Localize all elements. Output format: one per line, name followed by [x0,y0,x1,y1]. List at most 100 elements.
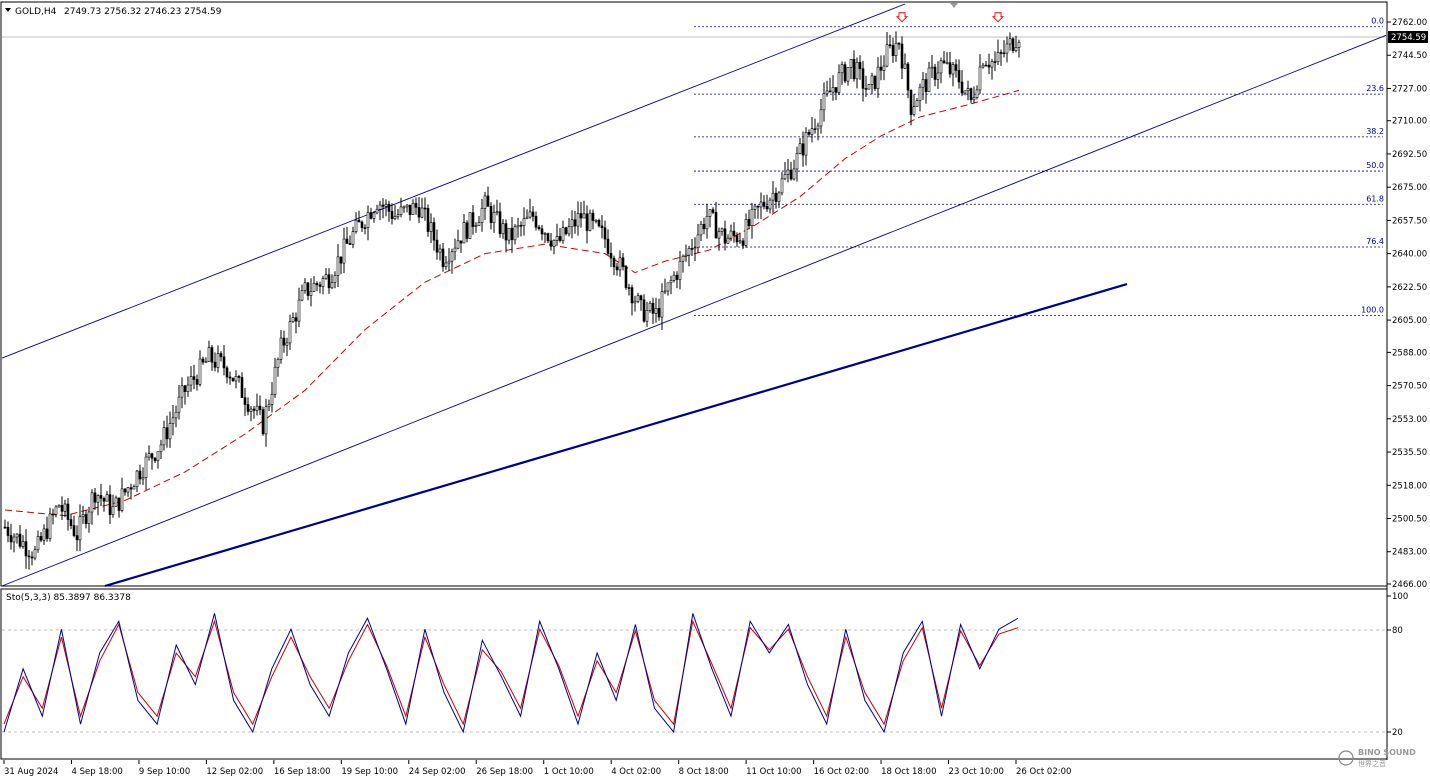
time-tick-label: 8 Oct 18:00 [679,767,729,777]
candle-body [501,223,505,235]
candle-body [957,70,961,83]
fib-level-label: 61.8 [1366,194,1384,203]
candle-body [6,526,10,536]
candle-body [444,262,448,268]
time-axis: 31 Aug 2024 4 Sep 18:00 9 Sep 10:00 12 Sep … [3,760,1071,777]
candle-body [720,228,724,232]
candle-body [888,44,892,47]
candle-body [408,204,412,215]
scroll-marker-icon[interactable] [950,3,958,8]
candle-body [777,192,781,202]
candle-body [876,66,880,89]
candle-body [30,556,34,559]
candle-body [600,225,604,229]
candle-body [906,63,910,91]
candle-body [942,60,946,63]
candle-body [48,513,52,539]
candle-body [39,536,43,541]
current-price-value: 2754.59 [1391,33,1426,43]
watermark-subtext: 世界之音 [1358,759,1386,768]
candle-body [483,195,487,209]
candle-body [162,427,166,446]
candle-body [120,488,124,511]
candle-body [753,205,757,210]
candle-body [543,233,547,235]
candle-body [843,64,847,82]
chart-ohlc: 2749.73 2756.32 2746.23 2754.59 [64,7,222,17]
candle-body [936,72,940,80]
candle-body [912,106,916,115]
candle-body [618,257,622,271]
candle-body [423,207,427,210]
candle-body [534,216,538,228]
candle-body [666,282,670,292]
candle-body [21,541,25,547]
chart-symbol: GOLD,H4 [15,7,57,17]
candle-body [90,492,94,513]
candle-body [678,260,682,280]
candle-body [828,90,832,93]
candle-body [1014,47,1018,51]
candle-body [885,44,889,67]
candle-body [177,396,181,413]
candle-body [768,199,772,210]
time-tick-label: 16 Sep 18:00 [274,767,331,777]
candle-body [387,203,391,212]
candle-body [630,287,634,304]
price-tick-label: 2710.00 [1392,117,1427,127]
price-tick-label: 2692.50 [1392,150,1427,160]
stoch-tick-label: 80 [1392,626,1403,636]
candle-body [705,216,709,230]
candle-body [237,375,241,378]
candle-body [417,207,421,218]
time-tick-label: 4 Sep 18:00 [71,767,122,777]
candle-body [741,240,745,246]
candle-body [96,495,100,503]
candle-body [282,337,286,346]
candle-body [63,503,67,512]
candle-body [807,132,811,135]
fractal-down-arrow-icon [895,12,909,23]
candle-body [993,61,997,63]
fibonacci-levels: 0.0 23.6 38.2 50.0 61.8 76.4 100.0 [694,17,1384,316]
candle-body [861,68,865,89]
candle-body [1005,43,1009,54]
candle-body [633,300,637,304]
candle-body [294,317,298,322]
stoch-tick-label: 100 [1392,592,1408,602]
candle-body [288,321,292,344]
candle-body [687,248,691,256]
candle-body [216,353,220,368]
candle-body [312,283,316,292]
candle-body [495,211,499,213]
candle-body [756,205,760,208]
time-tick-label: 18 Oct 18:00 [881,767,936,777]
candle-body [879,66,883,71]
candle-body [285,342,289,346]
candle-body [342,238,346,264]
candle-body [915,100,919,107]
candle-body [999,52,1003,54]
candle-body [258,405,262,410]
candle-body [624,266,628,288]
symbol-dropdown-icon[interactable] [5,8,11,12]
candle-body [651,302,655,314]
candle-body [108,494,112,515]
candle-body [792,168,796,180]
time-tick-label: 23 Oct 10:00 [949,767,1004,777]
candle-body [498,211,502,235]
candle-body [849,58,853,68]
price-tick-label: 2570.50 [1392,382,1427,392]
candle-body [426,208,430,232]
candle-body [69,519,73,526]
candle-body [606,238,610,254]
candle-body [609,253,613,259]
candle-body [270,394,274,405]
price-tick-label: 2553.00 [1392,415,1427,425]
candle-body [702,223,706,230]
candle-body [480,207,484,223]
candle-body [129,487,133,490]
candle-body [222,356,226,369]
candle-body [987,64,991,68]
